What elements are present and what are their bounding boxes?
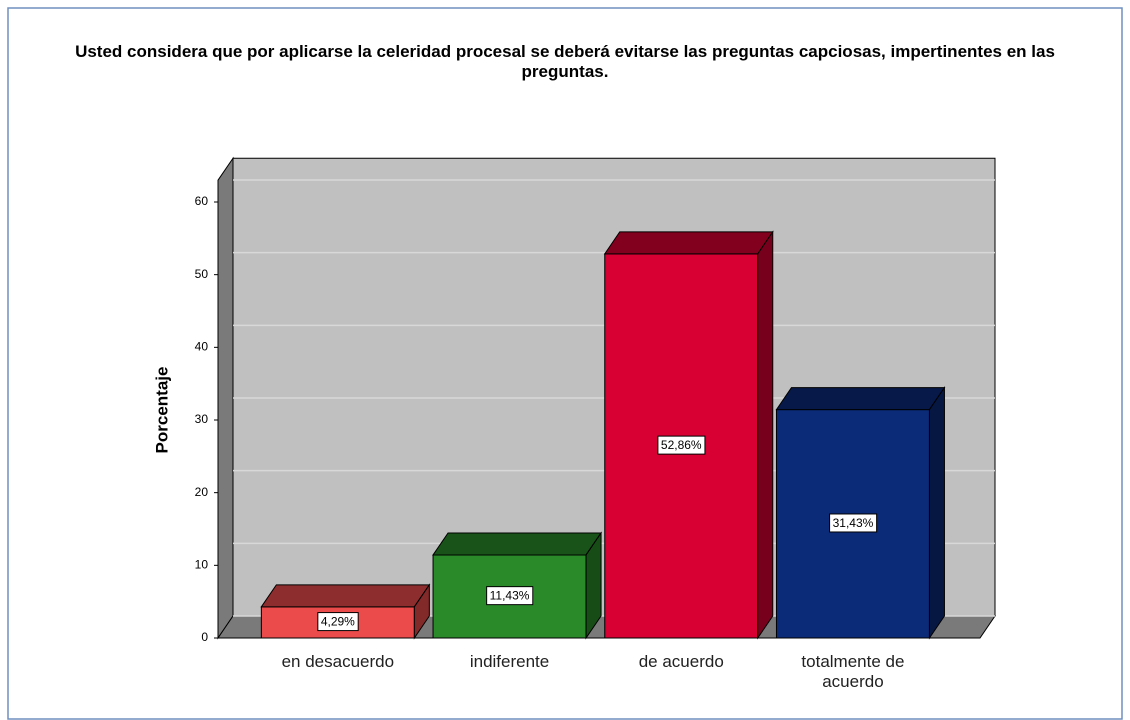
- y-tick-label: 10: [195, 558, 209, 572]
- data-label: 31,43%: [833, 516, 874, 530]
- y-axis-label: Porcentaje: [152, 367, 171, 454]
- frame: [7, 7, 1123, 720]
- y-tick-label: 60: [195, 194, 209, 208]
- data-label-box: [486, 586, 534, 606]
- bar: [775, 409, 930, 639]
- x-tick-label: en desacuerdo: [281, 652, 395, 671]
- bar-side: [413, 583, 430, 640]
- bar-top: [603, 231, 774, 255]
- left-wall: [217, 156, 234, 640]
- x-tick-label: indiferente: [469, 652, 550, 671]
- bar-top: [432, 532, 602, 556]
- y-tick-label: 0: [201, 630, 208, 644]
- y-tick-label: 40: [195, 340, 209, 354]
- data-label: 4,29%: [321, 615, 355, 629]
- bar-side: [928, 385, 945, 640]
- bar-top: [260, 584, 431, 608]
- x-tick-label: de acuerdo: [638, 652, 724, 671]
- bar-side: [757, 230, 774, 640]
- data-label-box: [657, 435, 706, 455]
- bar-side: [585, 531, 602, 640]
- x-tick-label: totalmente de acuerdo: [801, 652, 905, 691]
- chart-title: Usted considera que por aplicarse la cel…: [75, 42, 1055, 81]
- bar-top: [775, 387, 946, 411]
- data-label-box: [317, 612, 359, 632]
- y-tick-label: 50: [195, 267, 209, 281]
- data-label-box: [829, 513, 878, 533]
- data-label: 52,86%: [661, 438, 702, 452]
- y-tick-label: 20: [195, 485, 209, 499]
- data-label: 11,43%: [490, 589, 530, 603]
- y-tick-label: 30: [195, 412, 209, 426]
